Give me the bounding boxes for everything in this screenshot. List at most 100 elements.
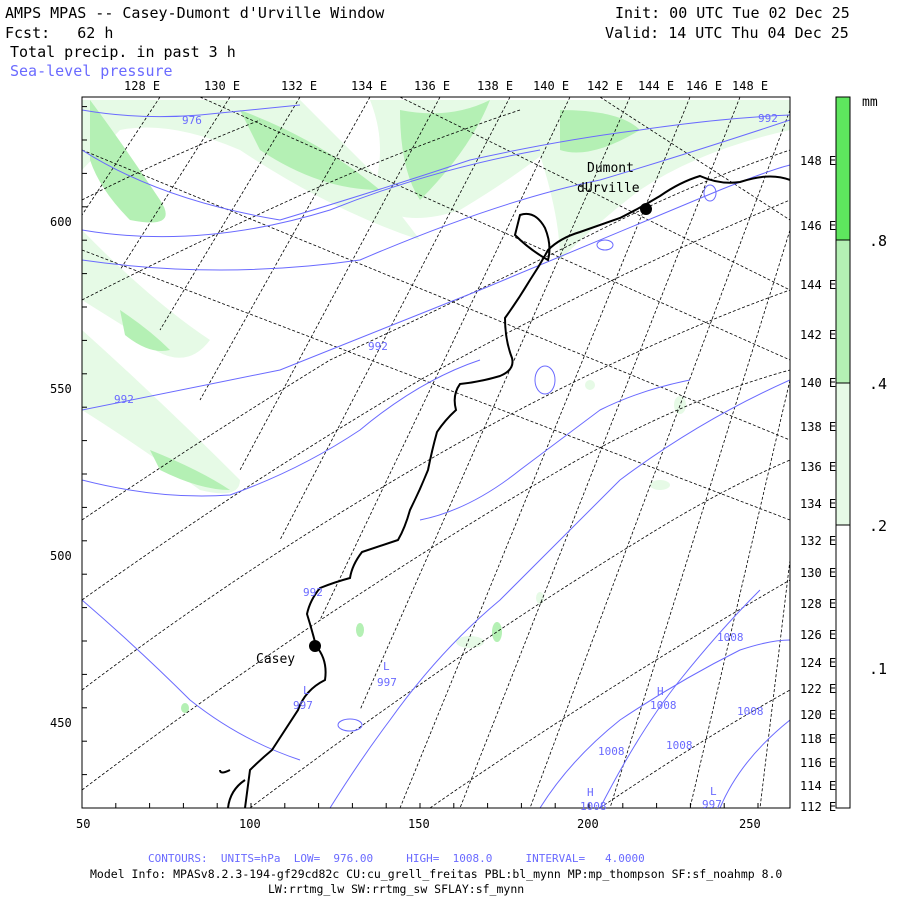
precip-shading xyxy=(82,100,790,713)
contour-label: 992 xyxy=(368,340,388,353)
model-info: Model Info: MPASv8.2.3-194-gf29cd82c CU:… xyxy=(90,867,783,881)
contours-info: CONTOURS: UNITS=hPa LOW= 976.00 HIGH= 10… xyxy=(148,852,645,865)
model-info-2: LW:rrtmg_lw SW:rrtmg_sw SFLAY:sf_mynn xyxy=(268,882,525,896)
precip-spot xyxy=(650,480,670,490)
y-axis-labels: 600 550 500 450 xyxy=(50,215,72,730)
contour-labels: 976 992 992 992 992 997 997 1008 1008 10… xyxy=(114,112,778,813)
forecast-hour: Fcst: 62 h xyxy=(5,24,114,42)
right-lon-label: 128 E xyxy=(800,597,836,611)
y-axis-label: 450 xyxy=(50,716,72,730)
precip-spot xyxy=(181,703,189,713)
init-time: Init: 00 UTC Tue 02 Dec 25 xyxy=(615,4,850,22)
contour-label: 1008 xyxy=(666,739,693,752)
right-lon-label: 122 E xyxy=(800,682,836,696)
slp-contours xyxy=(82,104,790,808)
x-axis-label: 50 xyxy=(76,817,90,831)
contour-label: 1008 xyxy=(650,699,677,712)
contour-label: 997 xyxy=(377,676,397,689)
right-lon-label: 126 E xyxy=(800,628,836,642)
precip-spot xyxy=(674,396,686,414)
right-lon-label: 114 E xyxy=(800,779,836,793)
colorbar-swatch-none xyxy=(835,524,851,809)
precip-band-medium xyxy=(400,100,490,200)
x-axis-label: 100 xyxy=(239,817,261,831)
colorbar-swatch-low xyxy=(835,382,851,526)
colorbar-label: .4 xyxy=(869,375,887,393)
precip-spot xyxy=(356,623,364,637)
right-lon-label: 146 E xyxy=(800,219,836,233)
top-lon-label: 138 E xyxy=(477,79,513,93)
right-lon-label: 136 E xyxy=(800,460,836,474)
pressure-center: L xyxy=(710,785,717,798)
colorbar-label: .2 xyxy=(869,517,887,535)
colorbar-label: .8 xyxy=(869,232,887,250)
right-lon-label: 144 E xyxy=(800,278,836,292)
precip-band-medium xyxy=(90,100,166,223)
colorbar-unit: mm xyxy=(862,95,878,110)
right-lon-label: 112 E xyxy=(800,800,836,814)
top-lon-label: 136 E xyxy=(414,79,450,93)
station-label-dumont-2: dUrville xyxy=(577,181,640,196)
top-lon-label: 128 E xyxy=(124,79,160,93)
station-marker-dumont xyxy=(640,203,652,215)
top-lon-label: 130 E xyxy=(204,79,240,93)
contour-label: 1008 xyxy=(717,631,744,644)
colorbar-swatch-high xyxy=(835,96,851,241)
contour-label: 1008 xyxy=(737,705,764,718)
station-marker-casey xyxy=(309,640,321,652)
pressure-center: L xyxy=(303,684,310,697)
right-lon-label: 132 E xyxy=(800,534,836,548)
right-lon-labels: 148 E 146 E 144 E 142 E 140 E 138 E 136 … xyxy=(800,154,836,814)
pressure-center: L xyxy=(383,660,390,673)
right-lon-label: 120 E xyxy=(800,708,836,722)
top-lon-label: 144 E xyxy=(638,79,674,93)
colorbar-swatch-medium xyxy=(835,239,851,384)
right-lon-label: 124 E xyxy=(800,656,836,670)
pressure-center: H xyxy=(587,786,594,799)
contour-label: 992 xyxy=(758,112,778,125)
contour-label: 1008 xyxy=(598,745,625,758)
contour-label: 976 xyxy=(182,114,202,127)
colorbar-label: .1 xyxy=(869,660,887,678)
precip-band-light xyxy=(82,230,210,358)
x-axis-labels: 50 100 150 200 250 xyxy=(76,817,761,831)
right-lon-label: 116 E xyxy=(800,756,836,770)
precip-spot xyxy=(585,380,595,390)
contour-label: 992 xyxy=(303,586,323,599)
pressure-center: H xyxy=(657,685,664,698)
overlay-name: Sea-level pressure xyxy=(10,62,173,80)
contour-label: 997 xyxy=(702,798,722,811)
right-lon-label: 140 E xyxy=(800,376,836,390)
precip-band-light xyxy=(82,100,420,240)
x-axis-label: 250 xyxy=(739,817,761,831)
station-label-casey: Casey xyxy=(256,652,295,667)
top-lon-label: 132 E xyxy=(281,79,317,93)
precip-spot xyxy=(536,592,544,604)
y-axis-label: 550 xyxy=(50,382,72,396)
valid-time: Valid: 14 UTC Thu 04 Dec 25 xyxy=(605,24,849,42)
top-lon-label: 134 E xyxy=(351,79,387,93)
y-axis-label: 500 xyxy=(50,549,72,563)
station-label-dumont: Dumont xyxy=(587,161,634,176)
precip-band-medium xyxy=(150,450,230,490)
y-axis-label: 600 xyxy=(50,215,72,229)
top-lon-label: 148 E xyxy=(732,79,768,93)
contour-label: 997 xyxy=(293,699,313,712)
x-axis-label: 200 xyxy=(577,817,599,831)
x-axis-label: 150 xyxy=(408,817,430,831)
y-axis-ticks xyxy=(82,106,87,809)
right-lon-label: 134 E xyxy=(800,497,836,511)
precip-spot xyxy=(456,636,484,648)
contour-label: 992 xyxy=(114,393,134,406)
top-lon-label: 140 E xyxy=(533,79,569,93)
map-title: AMPS MPAS -- Casey-Dumont d'Urville Wind… xyxy=(5,4,385,22)
contour-label: 1008 xyxy=(580,800,607,813)
right-lon-label: 138 E xyxy=(800,420,836,434)
colorbar xyxy=(835,96,851,809)
precip-band-light xyxy=(82,330,240,494)
precip-band-light xyxy=(300,100,400,202)
top-lon-label: 146 E xyxy=(686,79,722,93)
right-lon-label: 142 E xyxy=(800,328,836,342)
right-lon-label: 118 E xyxy=(800,732,836,746)
